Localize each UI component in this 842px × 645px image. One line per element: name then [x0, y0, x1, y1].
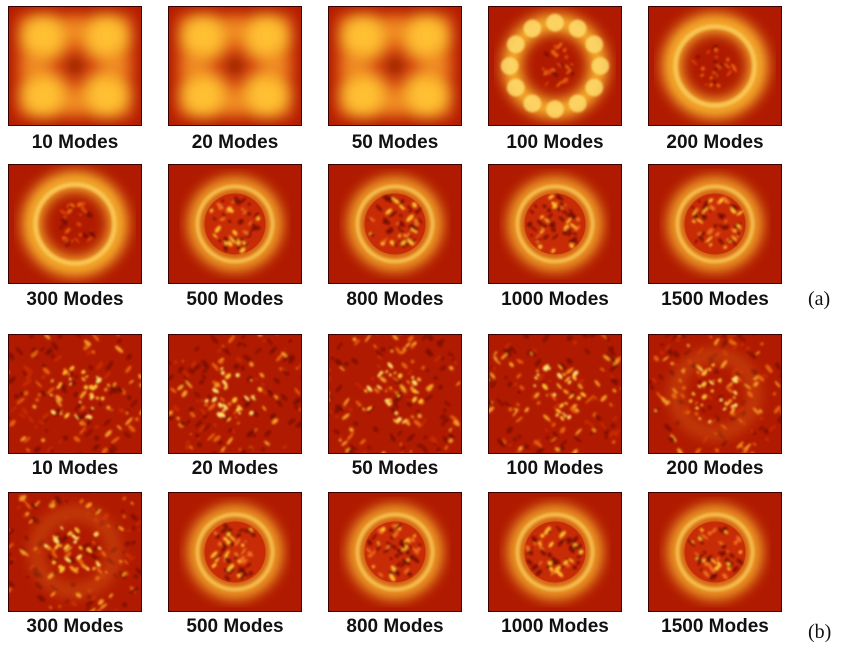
mode-image-b [328, 492, 462, 612]
mode-image-b [8, 492, 142, 612]
mode-image-a [648, 164, 782, 284]
mode-image-b [648, 492, 782, 612]
mode-caption: 10 Modes [31, 132, 119, 153]
mode-image-b [648, 334, 782, 454]
mode-image-b [328, 334, 462, 454]
intensity-pattern [649, 7, 781, 125]
intensity-pattern [489, 493, 621, 611]
panel-label-b: (b) [808, 621, 832, 643]
mode-caption: 50 Modes [351, 132, 439, 153]
mode-caption: 20 Modes [191, 132, 279, 153]
mode-image-a [328, 6, 462, 126]
mode-caption: 800 Modes [346, 616, 444, 637]
intensity-pattern [9, 7, 141, 125]
intensity-pattern [489, 165, 621, 283]
mode-image-b [168, 492, 302, 612]
mode-image-a [8, 6, 142, 126]
mode-image-a [8, 164, 142, 284]
intensity-pattern [649, 493, 781, 611]
intensity-pattern [169, 493, 301, 611]
mode-caption: 20 Modes [191, 458, 279, 479]
mode-caption: 1500 Modes [661, 289, 769, 310]
intensity-pattern [329, 493, 461, 611]
intensity-pattern [649, 335, 781, 453]
mode-image-a [488, 6, 622, 126]
mode-image-b [168, 334, 302, 454]
mode-image-a [328, 164, 462, 284]
mode-caption: 1000 Modes [501, 289, 609, 310]
intensity-pattern [169, 335, 301, 453]
mode-caption: 1500 Modes [661, 616, 769, 637]
intensity-pattern [9, 335, 141, 453]
intensity-pattern [649, 165, 781, 283]
mode-image-a [488, 164, 622, 284]
mode-caption: 500 Modes [186, 616, 284, 637]
mode-caption: 300 Modes [26, 616, 124, 637]
mode-caption: 200 Modes [666, 458, 764, 479]
mode-caption: 50 Modes [351, 458, 439, 479]
mode-image-b [8, 334, 142, 454]
mode-caption: 300 Modes [26, 289, 124, 310]
intensity-pattern [169, 165, 301, 283]
intensity-pattern [329, 7, 461, 125]
mode-caption: 10 Modes [31, 458, 119, 479]
mode-caption: 1000 Modes [501, 616, 609, 637]
panel-label-a: (a) [808, 288, 831, 310]
mode-image-a [168, 164, 302, 284]
mode-image-b [488, 334, 622, 454]
intensity-pattern [169, 7, 301, 125]
mode-caption: 100 Modes [506, 458, 604, 479]
mode-image-a [168, 6, 302, 126]
mode-caption: 100 Modes [506, 132, 604, 153]
mode-caption: 500 Modes [186, 289, 284, 310]
intensity-pattern [9, 165, 141, 283]
intensity-pattern [329, 165, 461, 283]
intensity-pattern [329, 335, 461, 453]
intensity-pattern [9, 493, 141, 611]
intensity-pattern [489, 7, 621, 125]
mode-image-b [488, 492, 622, 612]
mode-caption: 200 Modes [666, 132, 764, 153]
intensity-pattern [489, 335, 621, 453]
mode-caption: 800 Modes [346, 289, 444, 310]
mode-image-a [648, 6, 782, 126]
